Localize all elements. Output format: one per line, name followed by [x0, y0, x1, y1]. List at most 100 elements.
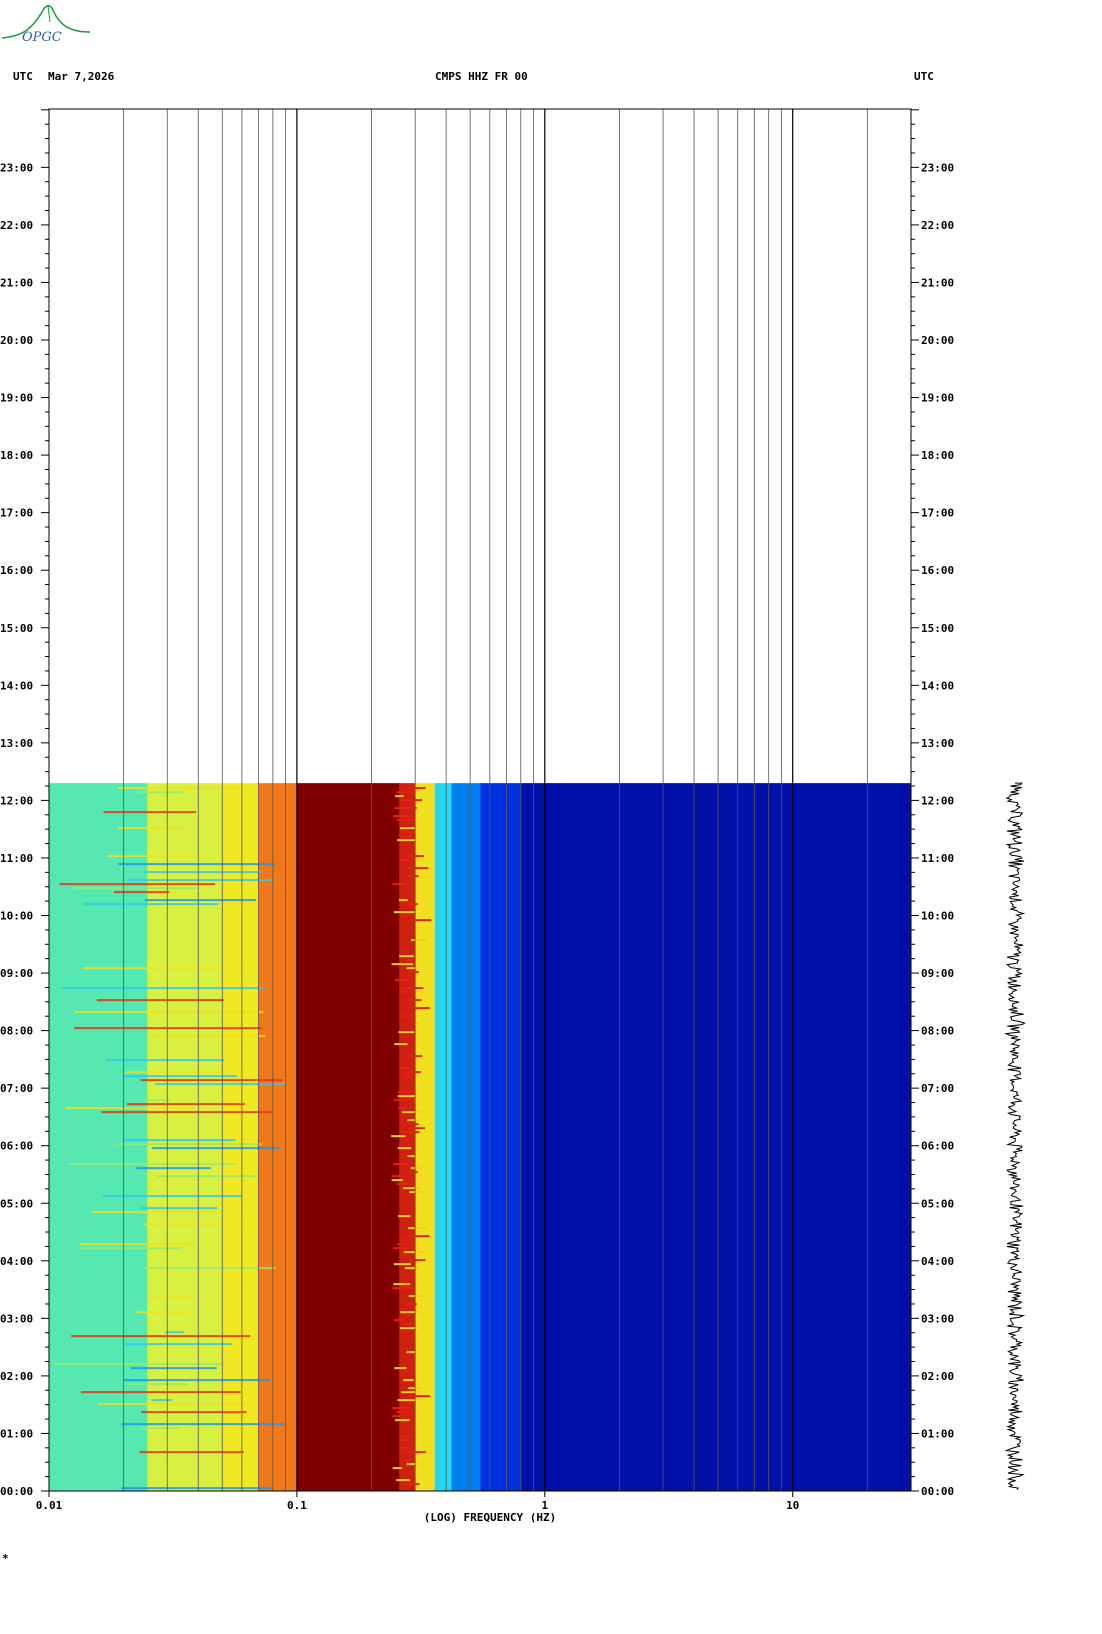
spectral-streak [409, 1055, 423, 1058]
y-tick-label-left: 12:00 [0, 794, 33, 807]
y-tick-label-left: 10:00 [0, 910, 33, 923]
spectral-streak [403, 1251, 424, 1254]
spectral-streak [61, 987, 266, 990]
spectral-streak [165, 1331, 184, 1334]
spectral-streak [403, 1323, 412, 1326]
spectral-streak [402, 987, 424, 990]
y-tick-label-right: 05:00 [921, 1197, 954, 1210]
spectral-streak [127, 879, 273, 882]
spectral-streak [106, 1059, 225, 1062]
y-tick-label-left: 08:00 [0, 1025, 33, 1038]
y-tick-label-left: 16:00 [0, 564, 33, 577]
spectral-band [296, 783, 400, 1491]
spectral-streak [410, 1167, 422, 1170]
spectral-streak [399, 1239, 410, 1242]
spectral-streak [143, 871, 262, 874]
spectral-streak [65, 1107, 195, 1110]
spectral-streak [397, 1091, 415, 1094]
spectral-streak [409, 1191, 427, 1194]
spectral-streak [407, 1227, 427, 1230]
spectral-streak [102, 1195, 243, 1198]
spectral-streak [406, 1303, 417, 1306]
y-tick-label-left: 03:00 [0, 1312, 33, 1325]
y-tick-label-left: 02:00 [0, 1370, 33, 1383]
y-tick-label-left: 21:00 [0, 276, 33, 289]
spectral-streak [117, 787, 243, 790]
spectral-streak [125, 1071, 250, 1074]
spectral-streak [411, 939, 427, 942]
spectral-streak [391, 1179, 403, 1182]
spectral-streak [407, 1155, 418, 1158]
spectral-streak [395, 795, 404, 798]
spectral-streak [122, 1075, 238, 1078]
spectral-streak [406, 1483, 420, 1486]
right-timezone: UTC [914, 70, 934, 83]
y-tick-label-right: 10:00 [921, 910, 954, 923]
spectral-streak [83, 903, 219, 906]
spectral-streak [154, 1035, 266, 1038]
x-tick-label: 0.1 [287, 1499, 307, 1512]
y-tick-label-right: 16:00 [921, 564, 954, 577]
spectral-streak [396, 819, 413, 822]
spectral-streak [407, 867, 429, 870]
spectral-streak [124, 1379, 271, 1382]
spectral-streak [121, 1423, 285, 1426]
y-tick-label-right: 13:00 [921, 737, 954, 750]
spectral-streak [408, 1171, 418, 1174]
spectral-streak [404, 1267, 422, 1270]
footer-mark: * [2, 1552, 9, 1565]
spectral-streak [398, 1107, 408, 1110]
spectral-streak [406, 1463, 422, 1466]
y-tick-label-right: 03:00 [921, 1312, 954, 1325]
spectral-band [480, 783, 521, 1491]
y-tick-label-right: 02:00 [921, 1370, 954, 1383]
spectral-streak [407, 1235, 430, 1238]
y-tick-label-left: 23:00 [0, 161, 33, 174]
spectral-streak [59, 883, 216, 886]
spectral-streak [54, 1363, 224, 1366]
spectral-streak [408, 875, 419, 878]
spectral-streak [399, 991, 409, 994]
y-tick-label-left: 11:00 [0, 852, 33, 865]
spectral-streak [402, 1435, 414, 1438]
spectral-streak [127, 1103, 245, 1106]
y-tick-label-right: 00:00 [921, 1485, 954, 1498]
spectral-streak [144, 899, 256, 902]
spectral-streak [123, 1139, 236, 1142]
y-tick-label-left: 07:00 [0, 1082, 33, 1095]
y-tick-label-left: 00:00 [0, 1485, 33, 1498]
spectral-streak [394, 1043, 408, 1046]
x-tick-label: 1 [541, 1499, 548, 1512]
spectral-streak [151, 1147, 281, 1150]
spectral-streak [400, 799, 423, 802]
spectral-streak [403, 903, 418, 906]
spectral-streak [118, 863, 276, 866]
spectral-streak [408, 1395, 431, 1398]
spectral-streak [398, 1215, 411, 1218]
spectral-streak [404, 1075, 414, 1078]
y-tick-label-left: 06:00 [0, 1140, 33, 1153]
spectral-streak [136, 1167, 211, 1170]
spectral-streak [409, 1123, 419, 1126]
spectral-streak [400, 831, 416, 834]
spectral-streak [67, 1163, 237, 1166]
spectral-band [434, 783, 452, 1491]
spectral-streak [397, 1095, 419, 1098]
spectral-streak [143, 1223, 249, 1226]
spectral-streak [406, 1351, 419, 1354]
spectral-streak [143, 1099, 171, 1102]
spectral-streak [151, 1295, 193, 1298]
spectral-streak [79, 1243, 196, 1246]
spectral-streak [392, 1287, 412, 1290]
spectral-streak [98, 1403, 255, 1406]
y-tick-label-right: 21:00 [921, 276, 954, 289]
spectral-streak [392, 815, 414, 818]
spectral-streak [391, 1175, 403, 1178]
spectral-streak [130, 1367, 217, 1370]
y-tick-label-right: 22:00 [921, 219, 954, 232]
spectral-streak [135, 1311, 191, 1314]
spectral-streak [405, 855, 424, 858]
spectral-streak [410, 919, 432, 922]
spectral-streak [92, 1211, 220, 1214]
spectral-streak [139, 791, 183, 794]
